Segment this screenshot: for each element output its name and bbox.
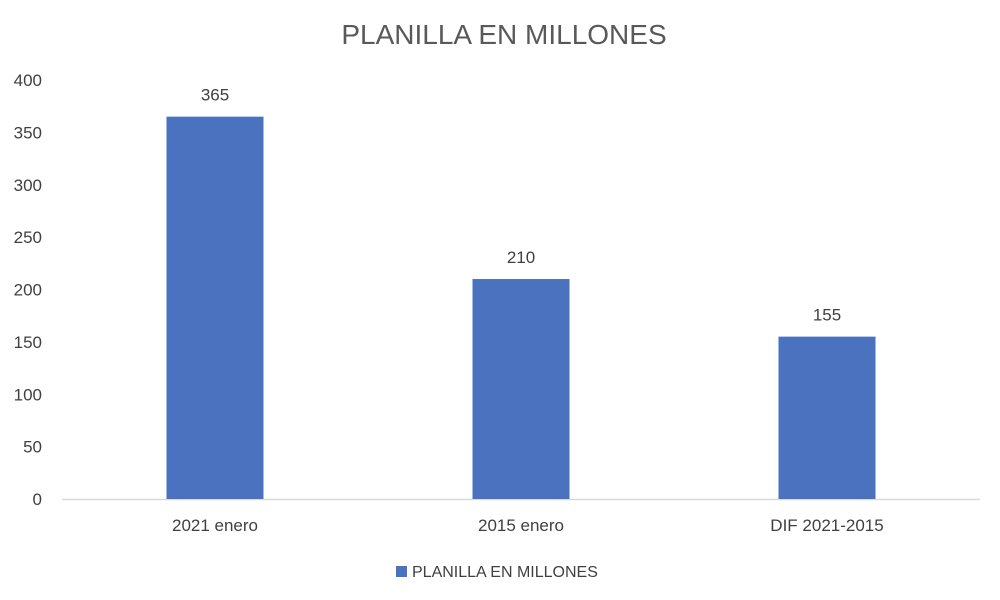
x-axis-categories: 2021 enero 2015 enero DIF 2021-2015 (172, 516, 884, 535)
data-labels-group: 365 210 155 (201, 86, 841, 325)
legend: PLANILLA EN MILLONES (396, 564, 598, 581)
x-category-label: DIF 2021-2015 (770, 516, 883, 535)
data-label: 365 (201, 86, 229, 105)
data-label: 210 (507, 248, 535, 267)
y-tick-label: 250 (14, 228, 42, 247)
data-label: 155 (813, 306, 841, 325)
bar (472, 279, 570, 499)
x-category-label: 2015 enero (478, 516, 564, 535)
y-tick-label: 200 (14, 281, 42, 300)
bar (778, 336, 876, 499)
legend-label: PLANILLA EN MILLONES (412, 564, 598, 581)
bars-group (166, 116, 876, 499)
bar (166, 116, 264, 499)
y-tick-label: 50 (23, 438, 42, 457)
legend-swatch (396, 566, 407, 577)
y-tick-label: 100 (14, 385, 42, 404)
y-tick-label: 400 (14, 71, 42, 90)
y-axis-ticks: 0 50 100 150 200 250 300 350 400 (14, 71, 42, 509)
x-category-label: 2021 enero (172, 516, 258, 535)
y-tick-label: 150 (14, 333, 42, 352)
y-tick-label: 0 (33, 490, 42, 509)
y-tick-label: 350 (14, 123, 42, 142)
y-tick-label: 300 (14, 176, 42, 195)
chart-title: PLANILLA EN MILLONES (341, 19, 666, 50)
